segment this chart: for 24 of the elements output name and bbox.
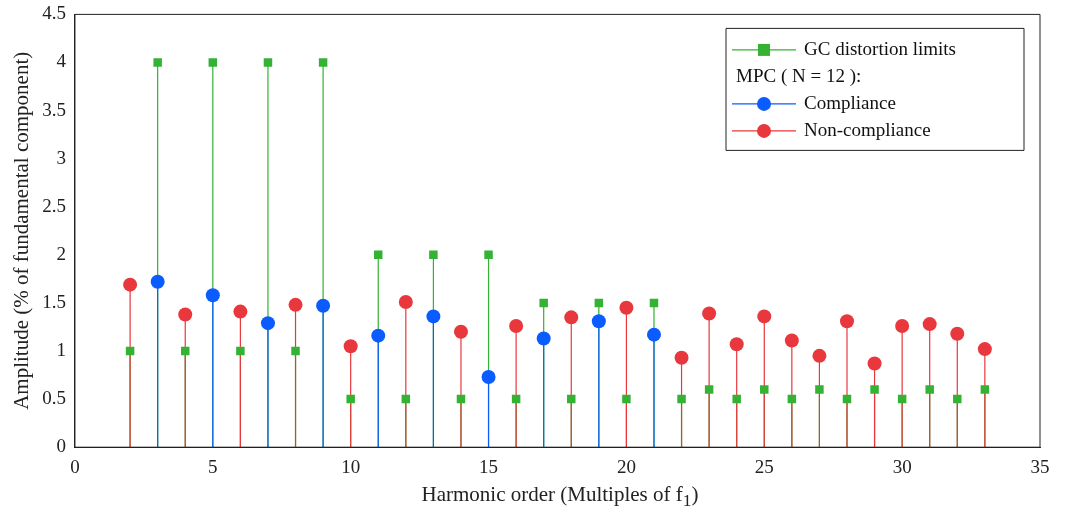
x-tick-label: 35 [1030, 455, 1050, 477]
y-tick-label: 1.5 [42, 290, 66, 312]
x-tick-label: 15 [479, 455, 499, 477]
y-tick-label: 4 [56, 50, 67, 72]
legend-label: GC distortion limits [804, 37, 957, 59]
x-axis-title: Harmonic order (Multiples of f$_{1}$) [420, 482, 700, 512]
y-tick-label: 3.5 [42, 98, 66, 120]
y-tick-label: 0.5 [42, 387, 66, 409]
x-tick-label: 0 [70, 455, 80, 477]
x-tick-label: 25 [754, 455, 774, 477]
x-tick-label: 30 [892, 455, 912, 477]
y-axis-title: Amplitude (% of fundamental component) [9, 51, 34, 410]
legend-title: MPC ( N = 12 ): [736, 64, 862, 87]
y-tick-label: 2 [56, 242, 66, 264]
y-tick-label: 3 [56, 146, 66, 168]
y-tick-label: 0 [56, 435, 66, 457]
x-tick-label: 20 [616, 455, 636, 477]
x-tick-label: 10 [341, 455, 361, 477]
x-tick-label: 5 [208, 455, 218, 477]
y-tick-label: 4.5 [42, 2, 66, 24]
y-tick-label: 2.5 [42, 194, 66, 216]
legend-label: Non-compliance [804, 118, 931, 140]
y-tick-label: 1 [56, 339, 66, 361]
legend-label: Compliance [804, 91, 896, 113]
